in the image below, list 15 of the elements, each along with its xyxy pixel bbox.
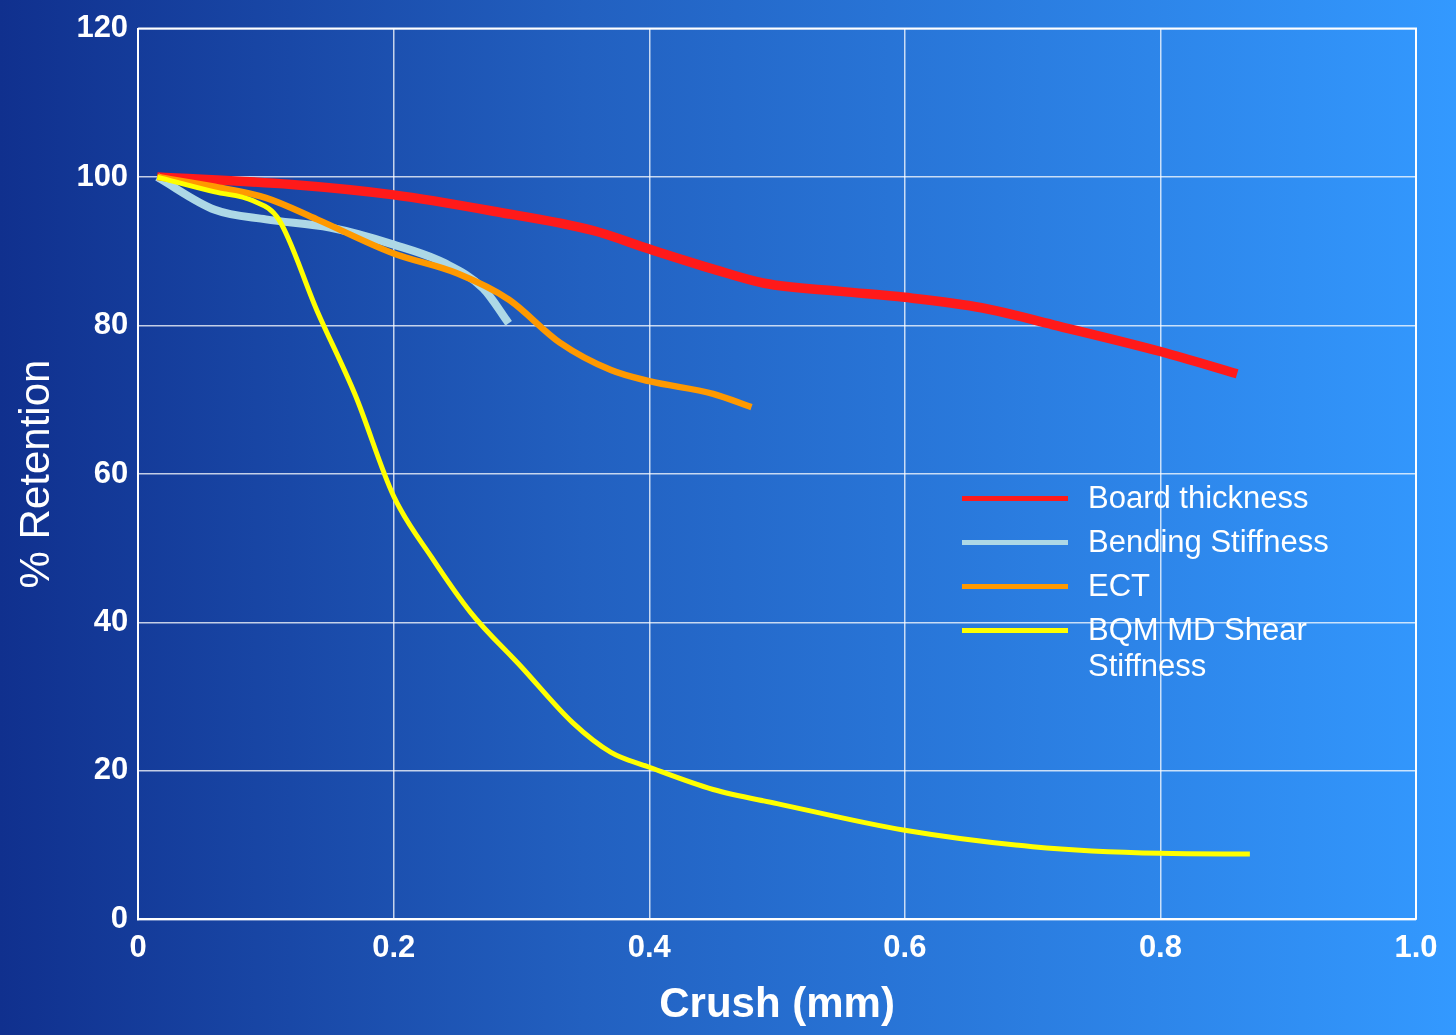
- x-axis-title: Crush (mm): [659, 979, 895, 1027]
- y-tick-label: 80: [93, 306, 129, 342]
- x-tick-label: 1.0: [1394, 928, 1438, 964]
- x-tick-label: 0.6: [883, 928, 927, 964]
- x-tick-label: 0.2: [372, 928, 416, 964]
- y-tick-label: 60: [93, 454, 129, 490]
- x-tick-label: 0.8: [1138, 928, 1182, 964]
- y-tick-label: 120: [76, 9, 129, 45]
- y-tick-label: 0: [110, 899, 129, 935]
- y-axis-title: % Retention: [10, 359, 58, 589]
- y-tick-label: 100: [76, 157, 129, 193]
- x-tick-label: 0.4: [627, 928, 672, 964]
- legend-label: ECT: [1088, 568, 1150, 604]
- y-tick-label: 20: [93, 751, 129, 787]
- y-tick-label: 40: [93, 603, 129, 639]
